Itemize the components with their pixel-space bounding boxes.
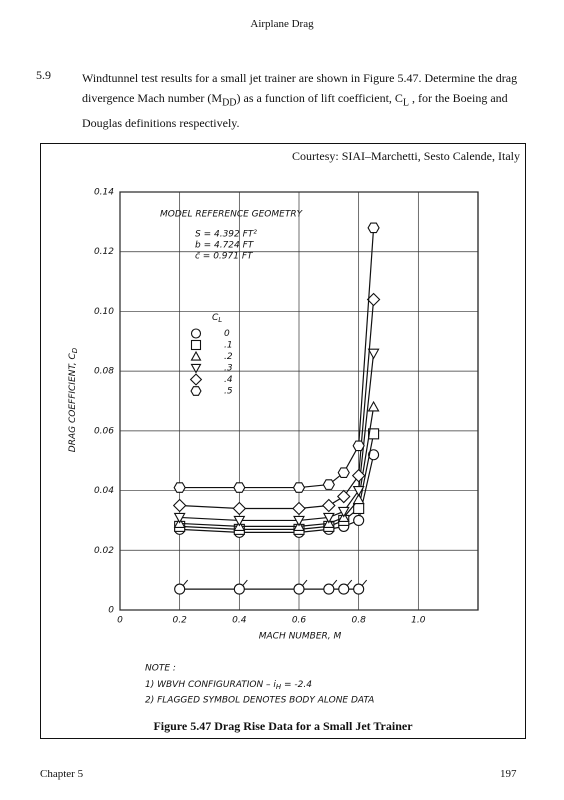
footer-chapter: Chapter 5 (40, 768, 84, 780)
legend-label: .1 (224, 341, 233, 351)
marker (173, 482, 186, 493)
marker (173, 512, 186, 524)
x-axis-label: MACH NUMBER, M (259, 632, 342, 642)
note: 1) WBVH CONFIGURATION – iH = -2.4 (145, 680, 312, 692)
y-tick-label: 0.08 (94, 367, 114, 377)
problem-text: Windtunnel test results for a small jet … (82, 68, 532, 133)
geometry-title: MODEL REFERENCE GEOMETRY (160, 210, 304, 220)
y-tick-label: 0 (108, 606, 114, 616)
text: C (212, 313, 219, 323)
marker (367, 348, 380, 360)
y-tick-label: 0.02 (94, 546, 114, 556)
marker (352, 486, 365, 497)
legend-marker (190, 386, 202, 396)
marker (353, 514, 365, 526)
marker (366, 292, 381, 307)
subscript: L (402, 97, 410, 109)
y-tick-label: 0.04 (94, 486, 114, 496)
y-tick-label: 0.06 (94, 426, 114, 436)
text: , for the Boeing and Douglas definitions… (82, 91, 508, 131)
problem-number: 5.9 (36, 68, 51, 82)
legend-marker (190, 363, 202, 374)
marker (336, 489, 351, 504)
y-axis-label: DRAG COEFFICIENT, CD (68, 347, 80, 452)
marker (352, 493, 365, 505)
page-number: 197 (500, 768, 517, 780)
marker (367, 400, 380, 412)
x-tick-label: 0.6 (292, 616, 307, 626)
y-tick-label: 0.12 (94, 247, 114, 257)
text: ) as a function of lift coefficient, C (236, 91, 403, 105)
marker (233, 515, 246, 527)
text: = -2.4 (281, 680, 312, 690)
marker (338, 583, 350, 595)
subscript: DD (222, 97, 237, 109)
x-tick-label: 1.0 (411, 616, 426, 626)
note-title: NOTE : (145, 664, 176, 674)
note: 2) FLAGGED SYMBOL DENOTES BODY ALONE DAT… (145, 696, 374, 706)
legend-label: .4 (224, 375, 233, 385)
marker (368, 449, 380, 461)
legend-label: .3 (224, 364, 233, 374)
x-tick-label: 0.2 (173, 616, 188, 626)
marker (352, 440, 365, 452)
series-line (179, 227, 375, 489)
marker (368, 428, 380, 440)
legend-label: .2 (224, 352, 233, 362)
x-tick-label: 0.4 (232, 616, 247, 626)
subscript: L (218, 316, 222, 324)
text: 1) WBVH CONFIGURATION – i (145, 680, 276, 690)
marker (233, 482, 246, 493)
marker (322, 479, 335, 490)
figure-frame (40, 143, 526, 739)
legend-marker (189, 373, 203, 386)
courtesy: Courtesy: SIAI–Marchetti, Sesto Calende,… (292, 149, 520, 163)
legend-label: .5 (224, 387, 233, 397)
legend-marker (190, 339, 202, 351)
subscript: H (276, 683, 282, 691)
marker (323, 583, 335, 595)
geometry-line: S = 4.392 FT² (195, 230, 257, 240)
marker (232, 501, 247, 516)
legend-title: CL (212, 313, 222, 325)
text: Windtunnel test results for a small jet … (82, 71, 518, 105)
marker (293, 583, 305, 595)
marker (233, 583, 245, 595)
marker (367, 222, 380, 234)
x-tick-label: 0 (117, 616, 123, 626)
running-header: Airplane Drag (250, 18, 314, 30)
marker (172, 498, 187, 513)
legend-label: 0 (224, 329, 230, 339)
geometry-line: b = 4.724 FT (195, 241, 255, 251)
legend-marker (190, 350, 202, 361)
marker (292, 501, 306, 516)
marker (351, 468, 366, 483)
marker (292, 482, 306, 493)
caption: Figure 5.47 Drag Rise Data for a Small J… (153, 719, 413, 733)
subscript: D (71, 347, 79, 353)
geometry-line: c̄ = 0.971 FT (195, 252, 254, 262)
marker (337, 506, 350, 518)
marker (174, 583, 186, 595)
text: DRAG COEFFICIENT, C (68, 352, 78, 452)
marker (322, 512, 335, 524)
marker (337, 467, 350, 478)
legend-marker (190, 328, 202, 339)
marker (353, 502, 365, 515)
marker (322, 498, 336, 513)
x-tick-label: 0.8 (352, 616, 367, 626)
y-tick-label: 0.10 (94, 307, 114, 317)
marker (353, 583, 365, 595)
marker (293, 515, 305, 527)
y-tick-label: 0.14 (94, 188, 114, 198)
